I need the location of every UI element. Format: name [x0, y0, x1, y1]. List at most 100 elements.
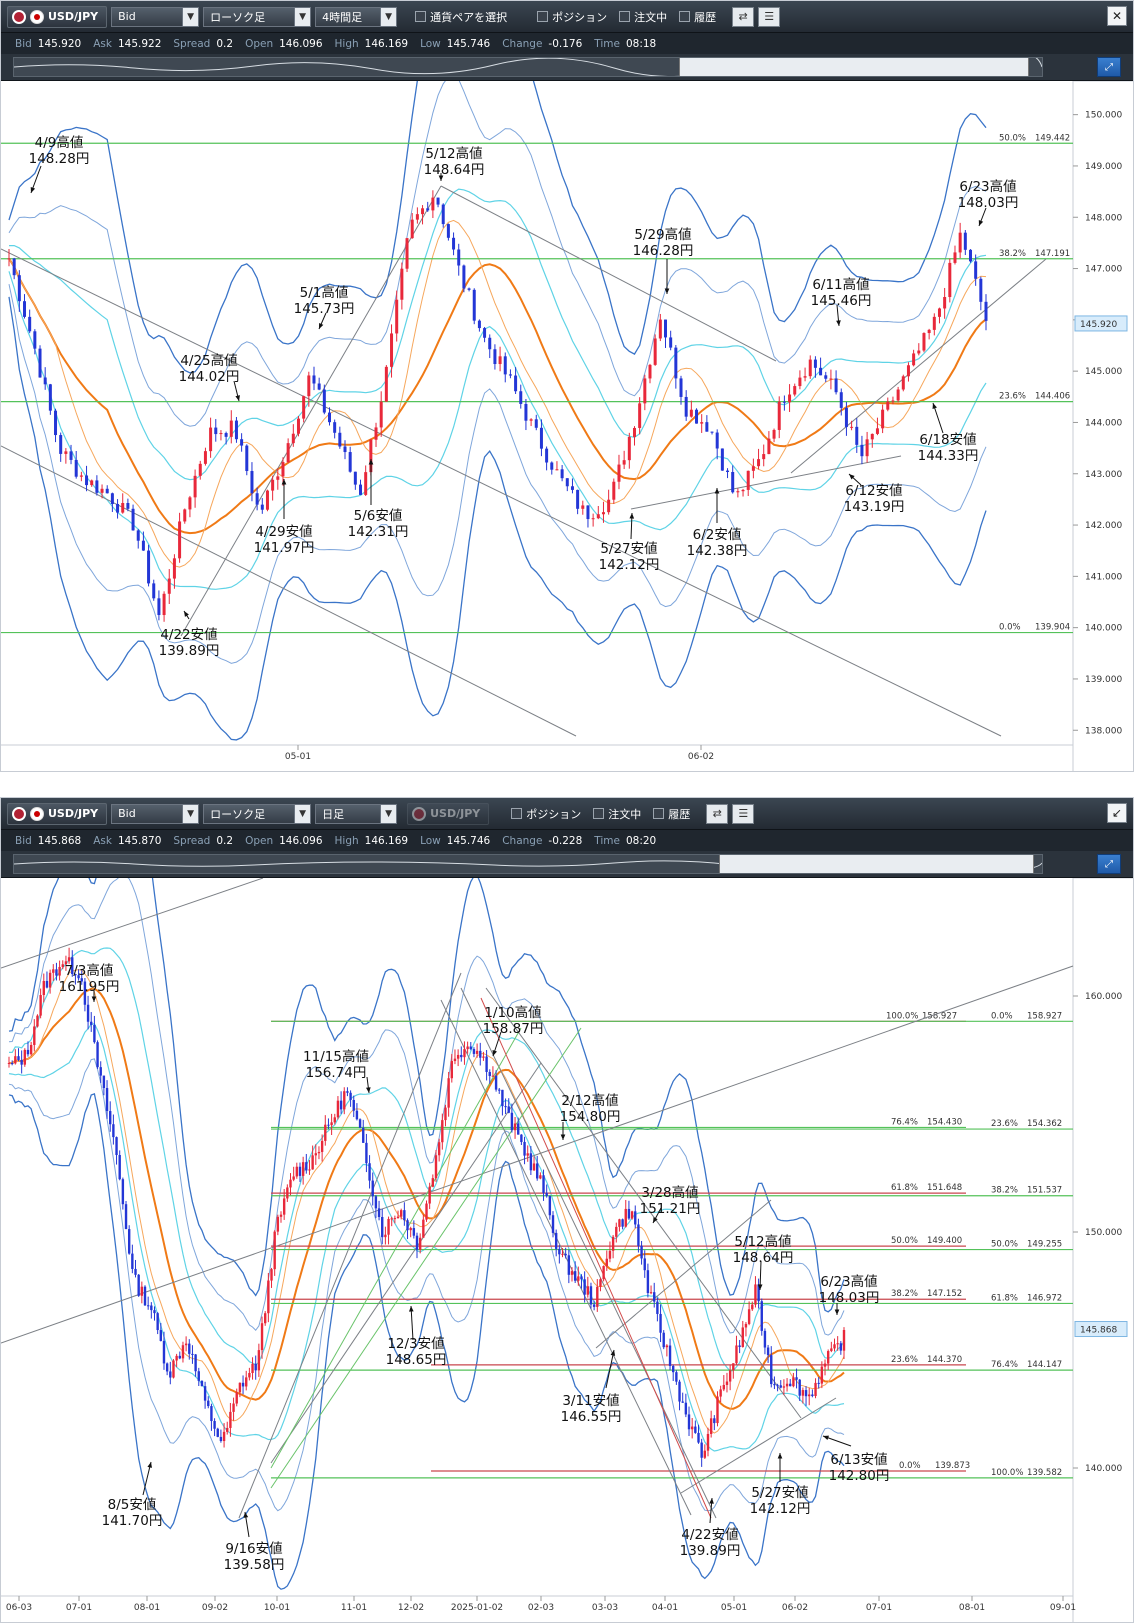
candle-body [338, 432, 342, 447]
annotation-arrowhead [281, 479, 287, 485]
candle-body [508, 374, 512, 376]
annotation-label-line1: 5/6安値 [354, 508, 403, 524]
arrow-down-left-icon: ↙ [1111, 806, 1123, 820]
time-value: 08:18 [625, 37, 657, 50]
zoom-button[interactable]: ⤢ [1097, 57, 1121, 77]
candle-body [250, 471, 254, 494]
candle-body [689, 409, 693, 417]
candle-body [33, 331, 37, 349]
candle-body [855, 426, 859, 445]
trend-line [180, 185, 442, 637]
candle-body [77, 975, 80, 979]
swap-chart-button[interactable]: ⇄ [706, 803, 729, 824]
price-type-dropdown[interactable]: Bid ▼ [111, 6, 200, 27]
chart-type-dropdown[interactable]: ローソク足 ▼ [203, 803, 312, 824]
candle-body [681, 1401, 684, 1403]
orders-checkbox[interactable]: 注文中 [589, 806, 645, 822]
history-checkbox[interactable]: 履歴 [649, 806, 694, 822]
currency-pair-selector[interactable]: USD/JPY [7, 5, 108, 28]
fibonacci-percent-label: 0.0% [899, 1461, 921, 1471]
candle-body [10, 1063, 14, 1065]
pair2-label: USD/JPY [430, 807, 481, 820]
navigator-handle[interactable] [719, 855, 1034, 873]
timeframe-dropdown[interactable]: 4時間足 ▼ [315, 6, 398, 27]
candle-body [472, 289, 476, 321]
candle-body [213, 1421, 216, 1429]
currency-pair-selector[interactable]: USD/JPY [7, 802, 108, 825]
candle-body [611, 1236, 615, 1251]
close-button[interactable]: ✕ [1107, 6, 1127, 26]
candle-body [305, 1162, 308, 1171]
price-type-dropdown[interactable]: Bid ▼ [111, 803, 200, 824]
navigator-scrollbar[interactable] [13, 854, 1043, 874]
candle-body [273, 1231, 276, 1270]
candle-body [140, 1286, 144, 1296]
candle-body [209, 427, 213, 452]
candle-body [491, 1075, 495, 1077]
candle-body [844, 407, 848, 428]
candle-body [906, 365, 910, 377]
candle-body [672, 1365, 675, 1373]
history-checkbox[interactable]: 履歴 [675, 9, 720, 25]
candle-body [191, 1353, 194, 1355]
annotation-label-line1: 4/22安値 [681, 1527, 738, 1543]
price-chart-4h[interactable]: 150.000149.000148.000147.000146.000145.0… [1, 81, 1134, 772]
open-value: 146.096 [279, 834, 323, 847]
candle-body [95, 480, 99, 493]
candle-body [425, 1203, 428, 1220]
candle-body [105, 1088, 109, 1112]
candle-body [322, 389, 326, 413]
annotation-label-line1: 6/12安値 [845, 483, 902, 499]
price-chart-daily[interactable]: 160.000 150.000 140.000 06-03 07-01 08-01 09-0… [1, 878, 1134, 1623]
candle-body [875, 428, 879, 434]
candle-body [29, 1044, 33, 1055]
candle-body [503, 356, 507, 375]
position-checkbox[interactable]: ポジション [507, 806, 585, 822]
fibonacci-value-label: 144.406 [1035, 392, 1070, 402]
zoom-button[interactable]: ⤢ [1097, 854, 1121, 874]
candle-body [777, 401, 781, 430]
candle-body [839, 392, 843, 408]
chart-type-dropdown[interactable]: ローソク足 ▼ [203, 6, 312, 27]
candle-body [441, 1120, 444, 1143]
bollinger-band-1sd-lower [8, 1023, 845, 1452]
candle-body [141, 540, 145, 551]
swap-chart-button[interactable]: ⇄ [732, 6, 755, 27]
fibonacci-percent-label: 50.0% [991, 1240, 1018, 1250]
navigator-scrollbar[interactable] [13, 57, 1043, 77]
select-pairs-checkbox[interactable]: 通貨ペアを選択 [411, 9, 511, 25]
orders-checkbox[interactable]: 注文中 [615, 9, 671, 25]
candle-body [958, 232, 962, 253]
candle-body [624, 1208, 627, 1227]
low-label: Low [420, 37, 441, 50]
candle-body [498, 356, 502, 365]
candle-body [320, 1140, 324, 1152]
navigator-handle[interactable] [679, 58, 1029, 76]
x-tick-label: 12-02 [398, 1603, 424, 1613]
spread-label: Spread [173, 37, 211, 50]
candle-body [466, 1046, 469, 1050]
x-tick-label: 07-01 [66, 1603, 92, 1613]
candle-body [622, 460, 626, 465]
chart-settings-button[interactable]: ☰ [732, 803, 755, 824]
candle-body [162, 593, 166, 616]
collapse-button[interactable]: ↙ [1107, 803, 1127, 823]
fibonacci-percent-label: 0.0% [991, 1011, 1013, 1021]
candle-body [519, 391, 523, 404]
chart-settings-button[interactable]: ☰ [758, 6, 781, 27]
candle-body [719, 1389, 722, 1397]
candle-body [431, 1178, 435, 1187]
high-value: 146.169 [364, 834, 409, 847]
candle-body [722, 1384, 726, 1390]
candle-body [219, 1436, 223, 1442]
position-checkbox[interactable]: ポジション [533, 9, 611, 25]
chart-toolbar: USD/JPY Bid ▼ ローソク足 ▼ 4時間足 ▼ 通貨ペアを選択 ポジシ… [1, 1, 1133, 33]
candle-body [498, 1089, 501, 1091]
fibonacci-value-label: 139.582 [1027, 1468, 1062, 1478]
compare-pair-selector[interactable]: USD/JPY [407, 802, 490, 825]
fibonacci-value-label: 146.972 [1027, 1293, 1062, 1303]
candle-body [109, 1111, 112, 1125]
y-tick-label: 139.000 [1085, 675, 1122, 685]
timeframe-dropdown[interactable]: 日足 ▼ [315, 803, 398, 824]
candle-body [558, 1248, 561, 1255]
